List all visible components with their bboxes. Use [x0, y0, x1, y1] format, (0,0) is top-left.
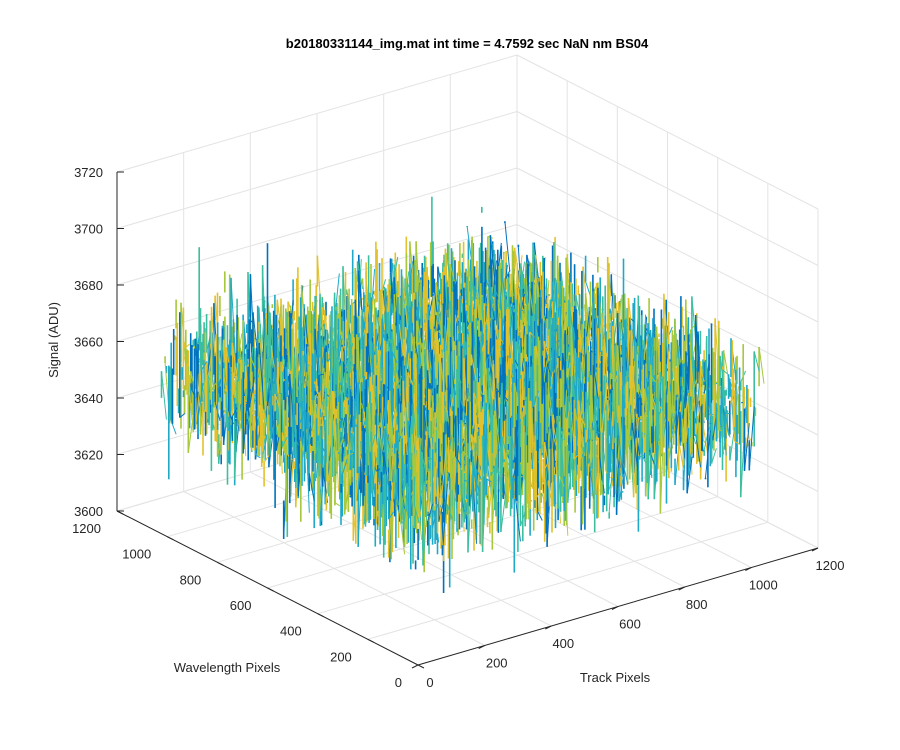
grid-line [116, 111, 518, 229]
surface-edge [291, 414, 298, 448]
surface-edge [431, 266, 438, 313]
surface-edge [318, 373, 324, 376]
surface-edge [587, 328, 594, 343]
surface-edge [275, 314, 282, 329]
surface-edge [187, 415, 194, 453]
grid-line [516, 111, 819, 266]
surface-edge [186, 363, 193, 421]
grid-line [116, 167, 518, 286]
surface-edge [260, 435, 266, 447]
surface-edge [396, 375, 403, 387]
grid-line [317, 496, 718, 615]
surface-edge [263, 455, 270, 463]
grid-line [367, 521, 768, 640]
surface-edge [520, 352, 527, 380]
surface-edge [268, 425, 275, 468]
surface-edge [230, 390, 237, 415]
surface-edge [255, 454, 261, 459]
surface-edge [292, 433, 299, 446]
surface-edge [249, 376, 255, 408]
surface-edge [308, 473, 315, 502]
surface-edge [506, 309, 513, 360]
surface-edge [333, 391, 340, 492]
surface-edge [330, 397, 337, 465]
surface-edge [195, 377, 201, 429]
surface-edge [407, 372, 414, 385]
grid-line [516, 224, 819, 379]
surface-edge [319, 396, 326, 446]
surface-edge [318, 455, 325, 519]
surface-edge [520, 266, 527, 297]
surface-edge [533, 242, 540, 285]
surface-edge [601, 312, 607, 360]
surface-edge [415, 241, 422, 324]
surface-edge [184, 343, 190, 349]
surface-edge [587, 317, 594, 337]
surface-edge [314, 350, 321, 374]
surface-edge [230, 277, 237, 366]
surface-edge [179, 413, 186, 418]
surface-edge [314, 435, 321, 456]
surface-edge [479, 304, 485, 335]
surface-edge [417, 320, 423, 353]
surface-edge [274, 393, 281, 410]
grid-line [516, 54, 819, 210]
surface-edge [201, 361, 208, 371]
surface-edge [252, 312, 259, 358]
grid-line [516, 167, 819, 323]
surface-edge [253, 337, 260, 342]
surface-edge [548, 289, 555, 311]
surface-edge [391, 351, 398, 363]
surface-edge [402, 276, 409, 330]
surface-edge [281, 436, 288, 447]
surface-edge [585, 281, 591, 297]
surface-edge [258, 342, 265, 410]
surface-edge [161, 371, 167, 420]
surface-edge [543, 340, 550, 361]
surface-edge [607, 256, 614, 320]
surface-edge [381, 318, 388, 356]
surface-edge [466, 226, 473, 265]
surface-edge [391, 331, 398, 374]
surface-edge [504, 221, 511, 272]
surface-edge [220, 336, 227, 386]
surface-edge [237, 329, 244, 379]
surface-edge [449, 264, 456, 284]
surface-edge [231, 407, 238, 417]
surface-mesh [160, 196, 765, 593]
surface-edge [261, 405, 267, 425]
surface-edge [345, 397, 352, 474]
surface-edge [532, 244, 539, 285]
surface-edge [498, 265, 505, 326]
surface-edge [303, 387, 310, 513]
grid-line [116, 54, 518, 173]
surface-edge [250, 357, 256, 370]
surface-edge [495, 323, 501, 358]
surface-edge [301, 284, 308, 349]
surface-edge [233, 358, 239, 395]
